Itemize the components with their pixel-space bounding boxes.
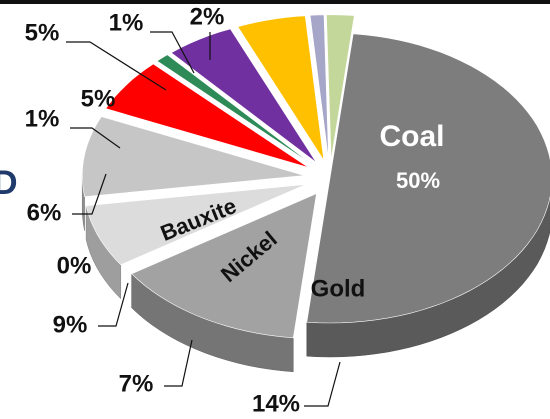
pie-slice xyxy=(326,14,355,160)
data-label: 1% xyxy=(109,9,144,36)
leader-line xyxy=(98,282,129,327)
pie-slices xyxy=(81,14,550,339)
leader-line xyxy=(70,127,121,149)
cropped-title-glyph: D xyxy=(0,164,18,202)
data-label: 5% xyxy=(25,19,60,46)
pie-side-walls xyxy=(81,175,550,373)
data-label: 50% xyxy=(396,168,440,193)
pie-slice xyxy=(309,14,329,160)
pie-slice xyxy=(170,28,317,163)
pie-slice xyxy=(237,15,325,161)
data-label: 9% xyxy=(53,311,88,338)
pie-slice xyxy=(306,33,550,324)
pie-slice xyxy=(131,193,317,339)
leader-line xyxy=(72,173,107,215)
data-label: 5% xyxy=(81,85,116,112)
pie-slice xyxy=(81,116,305,198)
leader-line xyxy=(304,361,341,407)
pie-slice xyxy=(156,54,313,165)
data-label: 7% xyxy=(119,370,154,397)
data-label: 6% xyxy=(27,199,62,226)
data-label: 2% xyxy=(190,3,225,30)
leader-line xyxy=(66,41,167,91)
data-label: 14% xyxy=(252,390,300,417)
data-labels: CoalGoldNickelBauxite50%14%7%9%0%6%1%5%5… xyxy=(25,3,445,417)
leader-lines xyxy=(66,31,341,407)
pie-slice xyxy=(105,63,309,168)
data-label: 1% xyxy=(25,105,60,132)
top-border-rule xyxy=(0,0,550,4)
slice-name-label: Gold xyxy=(311,275,366,302)
leader-line xyxy=(164,339,193,387)
leader-line xyxy=(150,31,195,74)
pie-slice xyxy=(85,184,306,266)
slice-name-label: Coal xyxy=(379,120,444,153)
data-label: 0% xyxy=(57,252,92,279)
